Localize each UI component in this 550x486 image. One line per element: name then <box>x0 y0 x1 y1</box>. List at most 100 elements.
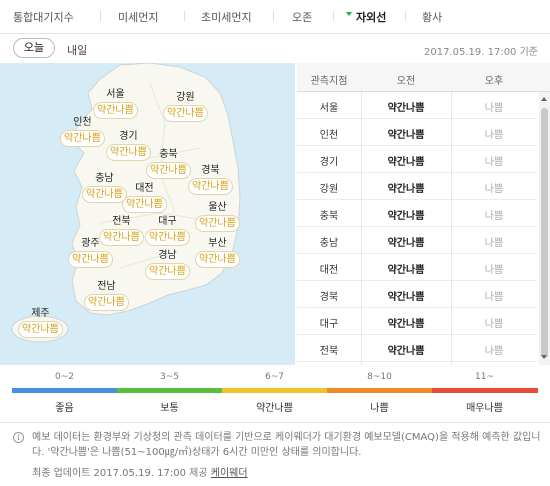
legend-bar-normal <box>117 388 222 393</box>
legend-range-good: 0~2 <box>55 372 74 382</box>
station-name: 서울 <box>319 103 339 114</box>
region-gyeongbuk[interactable]: 경북 약간나쁨 <box>188 165 233 195</box>
pm-value: 나쁨 <box>484 265 504 276</box>
am-value: 약간나쁨 <box>387 265 425 276</box>
region-name: 울산 <box>208 202 227 213</box>
region-jeonnam[interactable]: 전남 약간나쁨 <box>84 281 129 311</box>
region-gwangju[interactable]: 광주 약간나쁨 <box>68 238 113 268</box>
region-status-badge: 약간나쁨 <box>163 105 208 122</box>
pm-value: 나쁨 <box>484 346 504 357</box>
region-gangwon[interactable]: 강원 약간나쁨 <box>163 92 208 122</box>
tab-ozone[interactable]: 오존 <box>292 11 313 24</box>
column-divider <box>361 92 362 365</box>
station-name: 대구 <box>319 319 339 330</box>
info-icon: i <box>13 432 24 443</box>
legend-bar-very-bad <box>432 388 538 393</box>
region-status-badge: 약간나쁨 <box>122 196 167 213</box>
station-name: 충남 <box>319 238 339 249</box>
region-busan[interactable]: 부산 약간나쁨 <box>195 238 240 268</box>
tab-yellow-dust[interactable]: 황사 <box>422 11 443 24</box>
scrollbar-thumb[interactable] <box>541 108 548 358</box>
am-value: 약간나쁨 <box>387 346 425 357</box>
tab-divider <box>100 11 101 21</box>
station-name: 경북 <box>319 292 339 303</box>
region-jeju[interactable]: 제주 약간나쁨 <box>18 308 63 338</box>
region-chungbuk[interactable]: 충북 약간나쁨 <box>146 149 191 179</box>
pm-value: 나쁨 <box>484 103 504 114</box>
update-prefix: 최종 업데이트 2017.05.19. 17:00 제공 <box>32 468 208 479</box>
scroll-up-arrow-icon[interactable] <box>541 97 547 101</box>
tab-ultrafine-dust[interactable]: 초미세먼지 <box>201 11 252 24</box>
updated-timestamp: 2017.05.19. 17:00 기준 <box>423 47 538 58</box>
legend-range-slightly-bad: 6~7 <box>265 372 284 382</box>
legend-bar-bad <box>327 388 432 393</box>
region-name: 충남 <box>95 173 114 184</box>
tab-divider <box>333 11 334 21</box>
pm-value: 나쁨 <box>484 292 504 303</box>
column-divider <box>451 92 452 365</box>
region-gyeonggi[interactable]: 경기 약간나쁨 <box>106 131 151 161</box>
am-value: 약간나쁨 <box>387 319 425 330</box>
am-value: 약간나쁨 <box>387 103 425 114</box>
table-row: 충남 약간나쁨 나쁨 <box>297 227 537 254</box>
region-status-badge: 약간나쁨 <box>99 229 144 246</box>
station-name: 강원 <box>319 184 339 195</box>
am-value: 약간나쁨 <box>387 211 425 222</box>
region-name: 충북 <box>159 149 178 160</box>
region-status-badge: 약간나쁨 <box>68 251 113 268</box>
table-row: 경기 약간나쁨 나쁨 <box>297 146 537 173</box>
region-gyeongnam[interactable]: 경남 약간나쁨 <box>145 250 190 280</box>
station-name: 대전 <box>319 265 339 276</box>
tomorrow-button[interactable]: 내일 <box>67 44 88 57</box>
provider-link[interactable]: 케이웨더 <box>210 468 248 479</box>
tab-divider <box>405 11 406 21</box>
info-text: 예보 데이터는 환경부와 기상청의 관측 데이터를 기반으로 케이웨더가 대기환… <box>32 432 541 458</box>
pm-value: 나쁨 <box>484 238 504 249</box>
legend-label-slightly-bad: 약간나쁨 <box>256 403 293 414</box>
tab-uv[interactable]: 자외선 <box>356 11 387 24</box>
pm-value: 나쁨 <box>484 184 504 195</box>
region-daegu[interactable]: 대구 약간나쁨 <box>145 216 190 246</box>
table-header: 관측지점 오전 오후 <box>297 63 550 92</box>
region-daejeon[interactable]: 대전 약간나쁨 <box>122 183 167 213</box>
header-pm: 오후 <box>484 76 504 87</box>
update-info: 최종 업데이트 2017.05.19. 17:00 제공 케이웨더 <box>32 464 248 479</box>
region-chungnam[interactable]: 충남 약간나쁨 <box>82 173 127 203</box>
region-name: 경북 <box>201 165 220 176</box>
region-name: 서울 <box>106 89 125 100</box>
korea-map: 서울 약간나쁨 강원 약간나쁨 인천 약간나쁨 경기 약간나쁨 충북 약간나쁨 … <box>0 63 295 365</box>
pm-value: 나쁨 <box>484 130 504 141</box>
region-name: 대전 <box>135 183 154 194</box>
category-tabs: 통합대기지수 미세먼지 초미세먼지 오존 자외선 황사 <box>0 0 550 34</box>
table-row: 대구 약간나쁨 나쁨 <box>297 308 537 335</box>
region-jeonbuk[interactable]: 전북 약간나쁨 <box>99 216 144 246</box>
region-name: 부산 <box>208 238 227 249</box>
am-value: 약간나쁨 <box>387 157 425 168</box>
table-row: 서울 약간나쁨 나쁨 <box>297 92 537 119</box>
station-name: 전북 <box>319 346 339 357</box>
region-ulsan[interactable]: 울산 약간나쁨 <box>195 202 240 232</box>
uv-legend: 0~2 3~5 6~7 8~10 11~ 좋음 보통 약간나쁨 나쁨 매우나쁨 <box>0 372 550 417</box>
scroll-down-arrow-icon[interactable] <box>541 355 547 359</box>
header-am: 오전 <box>396 76 416 87</box>
region-name: 강원 <box>176 92 195 103</box>
today-button[interactable]: 오늘 <box>13 38 55 58</box>
region-name: 경남 <box>158 250 177 261</box>
legend-label-good: 좋음 <box>55 403 74 414</box>
tab-integrated-index[interactable]: 통합대기지수 <box>13 11 74 24</box>
legend-label-bad: 나쁨 <box>370 403 389 414</box>
region-incheon[interactable]: 인천 약간나쁨 <box>60 117 105 147</box>
station-name: 인천 <box>319 130 339 141</box>
region-status-badge: 약간나쁨 <box>18 321 63 338</box>
legend-label-normal: 보통 <box>160 403 179 414</box>
day-selector: 오늘 내일 2017.05.19. 17:00 기준 <box>0 34 550 62</box>
tab-divider <box>273 11 274 21</box>
legend-bar-slightly-bad <box>222 388 327 393</box>
tab-fine-dust[interactable]: 미세먼지 <box>118 11 159 24</box>
region-seoul[interactable]: 서울 약간나쁨 <box>93 89 138 119</box>
station-table: 관측지점 오전 오후 서울 약간나쁨 나쁨 인천 약간나쁨 나쁨 경기 약간나쁨… <box>297 63 550 365</box>
region-name: 전남 <box>97 281 116 292</box>
info-panel: i 예보 데이터는 환경부와 기상청의 관측 데이터를 기반으로 케이웨더가 대… <box>0 422 550 486</box>
region-status-badge: 약간나쁨 <box>195 215 240 232</box>
region-name: 대구 <box>158 216 177 227</box>
